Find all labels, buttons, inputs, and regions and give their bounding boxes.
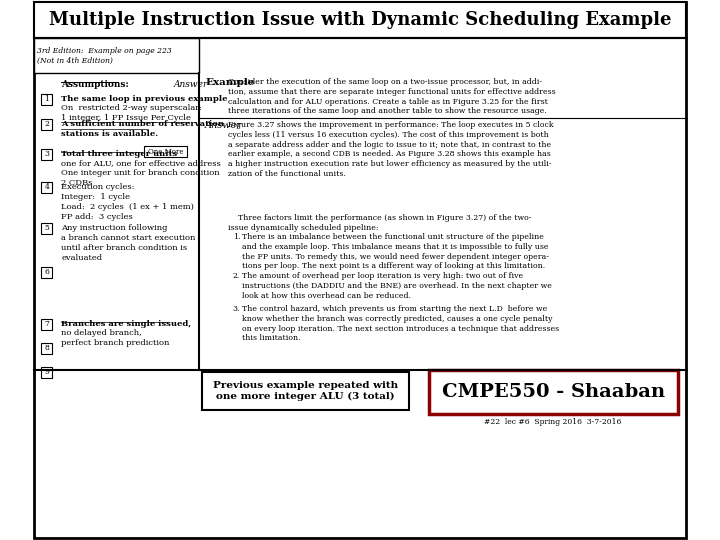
Text: Any instruction following
a branch cannot start execution
until after branch con: Any instruction following a branch canno… <box>61 224 196 262</box>
Text: 3rd Edition:  Example on page 223
(Not in 4th Edition): 3rd Edition: Example on page 223 (Not in… <box>37 47 171 65</box>
Text: Example: Example <box>205 78 255 87</box>
Text: 2.: 2. <box>233 272 240 280</box>
Text: Answer: Answer <box>205 121 242 130</box>
Text: no delayed branch,
perfect branch prediction: no delayed branch, perfect branch predic… <box>61 329 170 347</box>
Text: A sufficient number of reservation
stations is available.: A sufficient number of reservation stati… <box>61 120 225 138</box>
FancyBboxPatch shape <box>41 367 53 377</box>
Text: 4: 4 <box>45 183 49 191</box>
FancyBboxPatch shape <box>202 372 409 410</box>
Text: 6: 6 <box>45 268 49 276</box>
Text: 8: 8 <box>45 344 49 352</box>
FancyBboxPatch shape <box>144 146 187 157</box>
FancyBboxPatch shape <box>41 222 53 233</box>
Text: Multiple Instruction Issue with Dynamic Scheduling Example: Multiple Instruction Issue with Dynamic … <box>49 11 671 29</box>
Text: 9: 9 <box>45 368 49 376</box>
Text: Three factors limit the performance (as shown in Figure 3.27) of the two-
issue : Three factors limit the performance (as … <box>228 214 531 232</box>
FancyBboxPatch shape <box>41 93 53 105</box>
Text: There is an imbalance between the functional unit structure of the pipeline
and : There is an imbalance between the functi… <box>242 233 549 271</box>
Text: Assumptions:: Assumptions: <box>61 80 130 89</box>
FancyBboxPatch shape <box>34 38 199 73</box>
Text: one for ALU, one for effective address
One integer unit for branch condition
2 C: one for ALU, one for effective address O… <box>61 159 221 187</box>
Text: Branches are single issued,: Branches are single issued, <box>61 320 192 328</box>
FancyBboxPatch shape <box>34 2 686 538</box>
FancyBboxPatch shape <box>41 319 53 329</box>
Text: 3.: 3. <box>233 305 240 313</box>
Text: Figure 3.27 shows the improvement in performance: The loop executes in 5 clock
c: Figure 3.27 shows the improvement in per… <box>228 121 554 178</box>
Text: 1.: 1. <box>233 233 240 241</box>
Text: Previous example repeated with
one more integer ALU (3 total): Previous example repeated with one more … <box>213 381 398 401</box>
Text: #22  lec #6  Spring 2016  3-7-2016: #22 lec #6 Spring 2016 3-7-2016 <box>485 418 621 426</box>
Text: 5: 5 <box>45 224 49 232</box>
FancyBboxPatch shape <box>41 118 53 130</box>
Text: The same loop in previous example: The same loop in previous example <box>61 95 228 103</box>
FancyBboxPatch shape <box>429 370 678 414</box>
Text: 2: 2 <box>45 120 49 128</box>
FancyBboxPatch shape <box>34 2 686 38</box>
FancyBboxPatch shape <box>41 267 53 278</box>
Text: The control hazard, which prevents us from starting the next L.D  before we
know: The control hazard, which prevents us fr… <box>242 305 559 342</box>
Text: The amount of overhead per loop iteration is very high: two out of five
instruct: The amount of overhead per loop iteratio… <box>242 272 552 300</box>
Text: 3: 3 <box>45 150 49 158</box>
Text: 7: 7 <box>45 320 49 328</box>
Text: On  restricted 2-way superscalar:
1 integer, 1 FP Issue Per Cycle: On restricted 2-way superscalar: 1 integ… <box>61 104 202 122</box>
Text: Total three integer units: Total three integer units <box>61 150 178 158</box>
Text: Answer: Answer <box>174 80 207 89</box>
Text: CMPE550 - Shaaban: CMPE550 - Shaaban <box>442 383 665 401</box>
Text: Execution cycles:
Integer:  1 cycle
Load:  2 cycles  (1 ex + 1 mem)
FP add:  3 c: Execution cycles: Integer: 1 cycle Load:… <box>61 183 194 221</box>
FancyBboxPatch shape <box>41 342 53 354</box>
FancyBboxPatch shape <box>41 148 53 159</box>
Text: 1: 1 <box>45 95 49 103</box>
Text: Consider the execution of the same loop on a two-issue processor, but, in addi-
: Consider the execution of the same loop … <box>228 78 556 116</box>
FancyBboxPatch shape <box>41 181 53 192</box>
Text: One More: One More <box>148 147 184 156</box>
